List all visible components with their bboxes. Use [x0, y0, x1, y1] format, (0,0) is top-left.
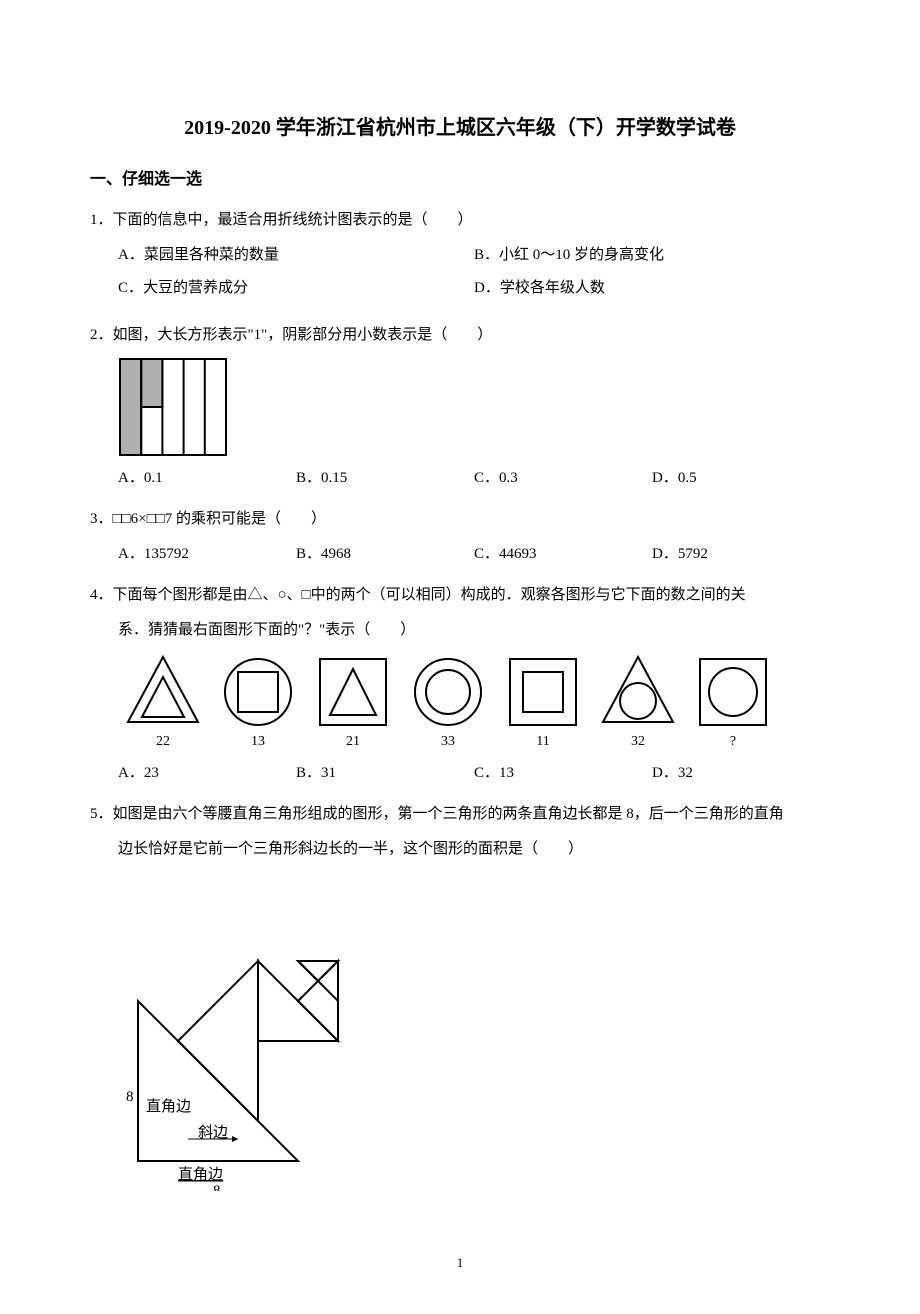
q5-figure: 8 直角边 斜边 直角边 8	[90, 871, 830, 1191]
q5-text: 5．如图是由六个等腰直角三角形组成的图形，第一个三角形的两条直角边长都是 8，后…	[90, 801, 830, 828]
question-4: 4．下面每个图形都是由△、○、□中的两个（可以相同）构成的．观察各图形与它下面的…	[90, 582, 830, 787]
q1-optB: B．小红 0～10 岁的身高变化	[474, 242, 830, 269]
q1-text: 1．下面的信息中，最适合用折线统计图表示的是（ ）	[90, 207, 830, 234]
q4-optA: A．23	[118, 760, 296, 787]
svg-text:22: 22	[156, 734, 170, 749]
svg-text:8: 8	[213, 1183, 221, 1191]
question-2: 2．如图，大长方形表示"1"，阴影部分用小数表示是（ ） A．0.1 B．0.1…	[90, 322, 830, 492]
q2-optA: A．0.1	[118, 465, 296, 492]
svg-text:直角边: 直角边	[178, 1166, 223, 1183]
page-number: 1	[90, 1251, 830, 1274]
svg-text:33: 33	[441, 734, 455, 749]
page-title: 2019-2020 学年浙江省杭州市上城区六年级（下）开学数学试卷	[90, 110, 830, 146]
svg-text:斜边: 斜边	[198, 1124, 228, 1141]
q4-text-cont: 系．猜猜最右面图形下面的"？"表示（ ）	[90, 617, 830, 644]
q1-options: A．菜园里各种菜的数量 B．小红 0～10 岁的身高变化 C．大豆的营养成分 D…	[90, 242, 830, 308]
q1-optC: C．大豆的营养成分	[118, 275, 474, 302]
q4-options: A．23 B．31 C．13 D．32	[90, 760, 830, 787]
q3-text: 3．□□6×□□7 的乘积可能是（ ）	[90, 506, 830, 533]
q4-optC: C．13	[474, 760, 652, 787]
q2-optB: B．0.15	[296, 465, 474, 492]
svg-text:?: ?	[730, 734, 736, 749]
question-3: 3．□□6×□□7 的乘积可能是（ ） A．135792 B．4968 C．44…	[90, 506, 830, 568]
svg-text:11: 11	[536, 734, 549, 749]
q4-figure: 22 13 21 33	[90, 652, 830, 752]
q5-text-cont: 边长恰好是它前一个三角形斜边长的一半，这个图形的面积是（ ）	[90, 836, 830, 863]
q4-optD: D．32	[652, 760, 830, 787]
q3-optB: B．4968	[296, 541, 474, 568]
section-header: 一、仔细选一选	[90, 166, 830, 195]
q3-options: A．135792 B．4968 C．44693 D．5792	[90, 541, 830, 568]
q2-rectangle-diagram	[118, 357, 228, 457]
q2-figure	[90, 357, 830, 457]
q5-triangles-diagram: 8 直角边 斜边 直角边 8	[118, 871, 378, 1191]
q4-optB: B．31	[296, 760, 474, 787]
svg-text:8: 8	[126, 1089, 134, 1105]
q2-text: 2．如图，大长方形表示"1"，阴影部分用小数表示是（ ）	[90, 322, 830, 349]
svg-text:直角边: 直角边	[146, 1098, 191, 1115]
q1-optD: D．学校各年级人数	[474, 275, 830, 302]
q2-options: A．0.1 B．0.15 C．0.3 D．0.5	[90, 465, 830, 492]
svg-text:13: 13	[251, 734, 265, 749]
svg-text:21: 21	[346, 734, 360, 749]
q2-optD: D．0.5	[652, 465, 830, 492]
question-1: 1．下面的信息中，最适合用折线统计图表示的是（ ） A．菜园里各种菜的数量 B．…	[90, 207, 830, 308]
q4-shapes-diagram: 22 13 21 33	[118, 652, 818, 752]
q4-text: 4．下面每个图形都是由△、○、□中的两个（可以相同）构成的．观察各图形与它下面的…	[90, 582, 830, 609]
question-5: 5．如图是由六个等腰直角三角形组成的图形，第一个三角形的两条直角边长都是 8，后…	[90, 801, 830, 1191]
q1-optA: A．菜园里各种菜的数量	[118, 242, 474, 269]
q3-optC: C．44693	[474, 541, 652, 568]
svg-text:32: 32	[631, 734, 645, 749]
q2-optC: C．0.3	[474, 465, 652, 492]
q3-optA: A．135792	[118, 541, 296, 568]
q3-optD: D．5792	[652, 541, 830, 568]
